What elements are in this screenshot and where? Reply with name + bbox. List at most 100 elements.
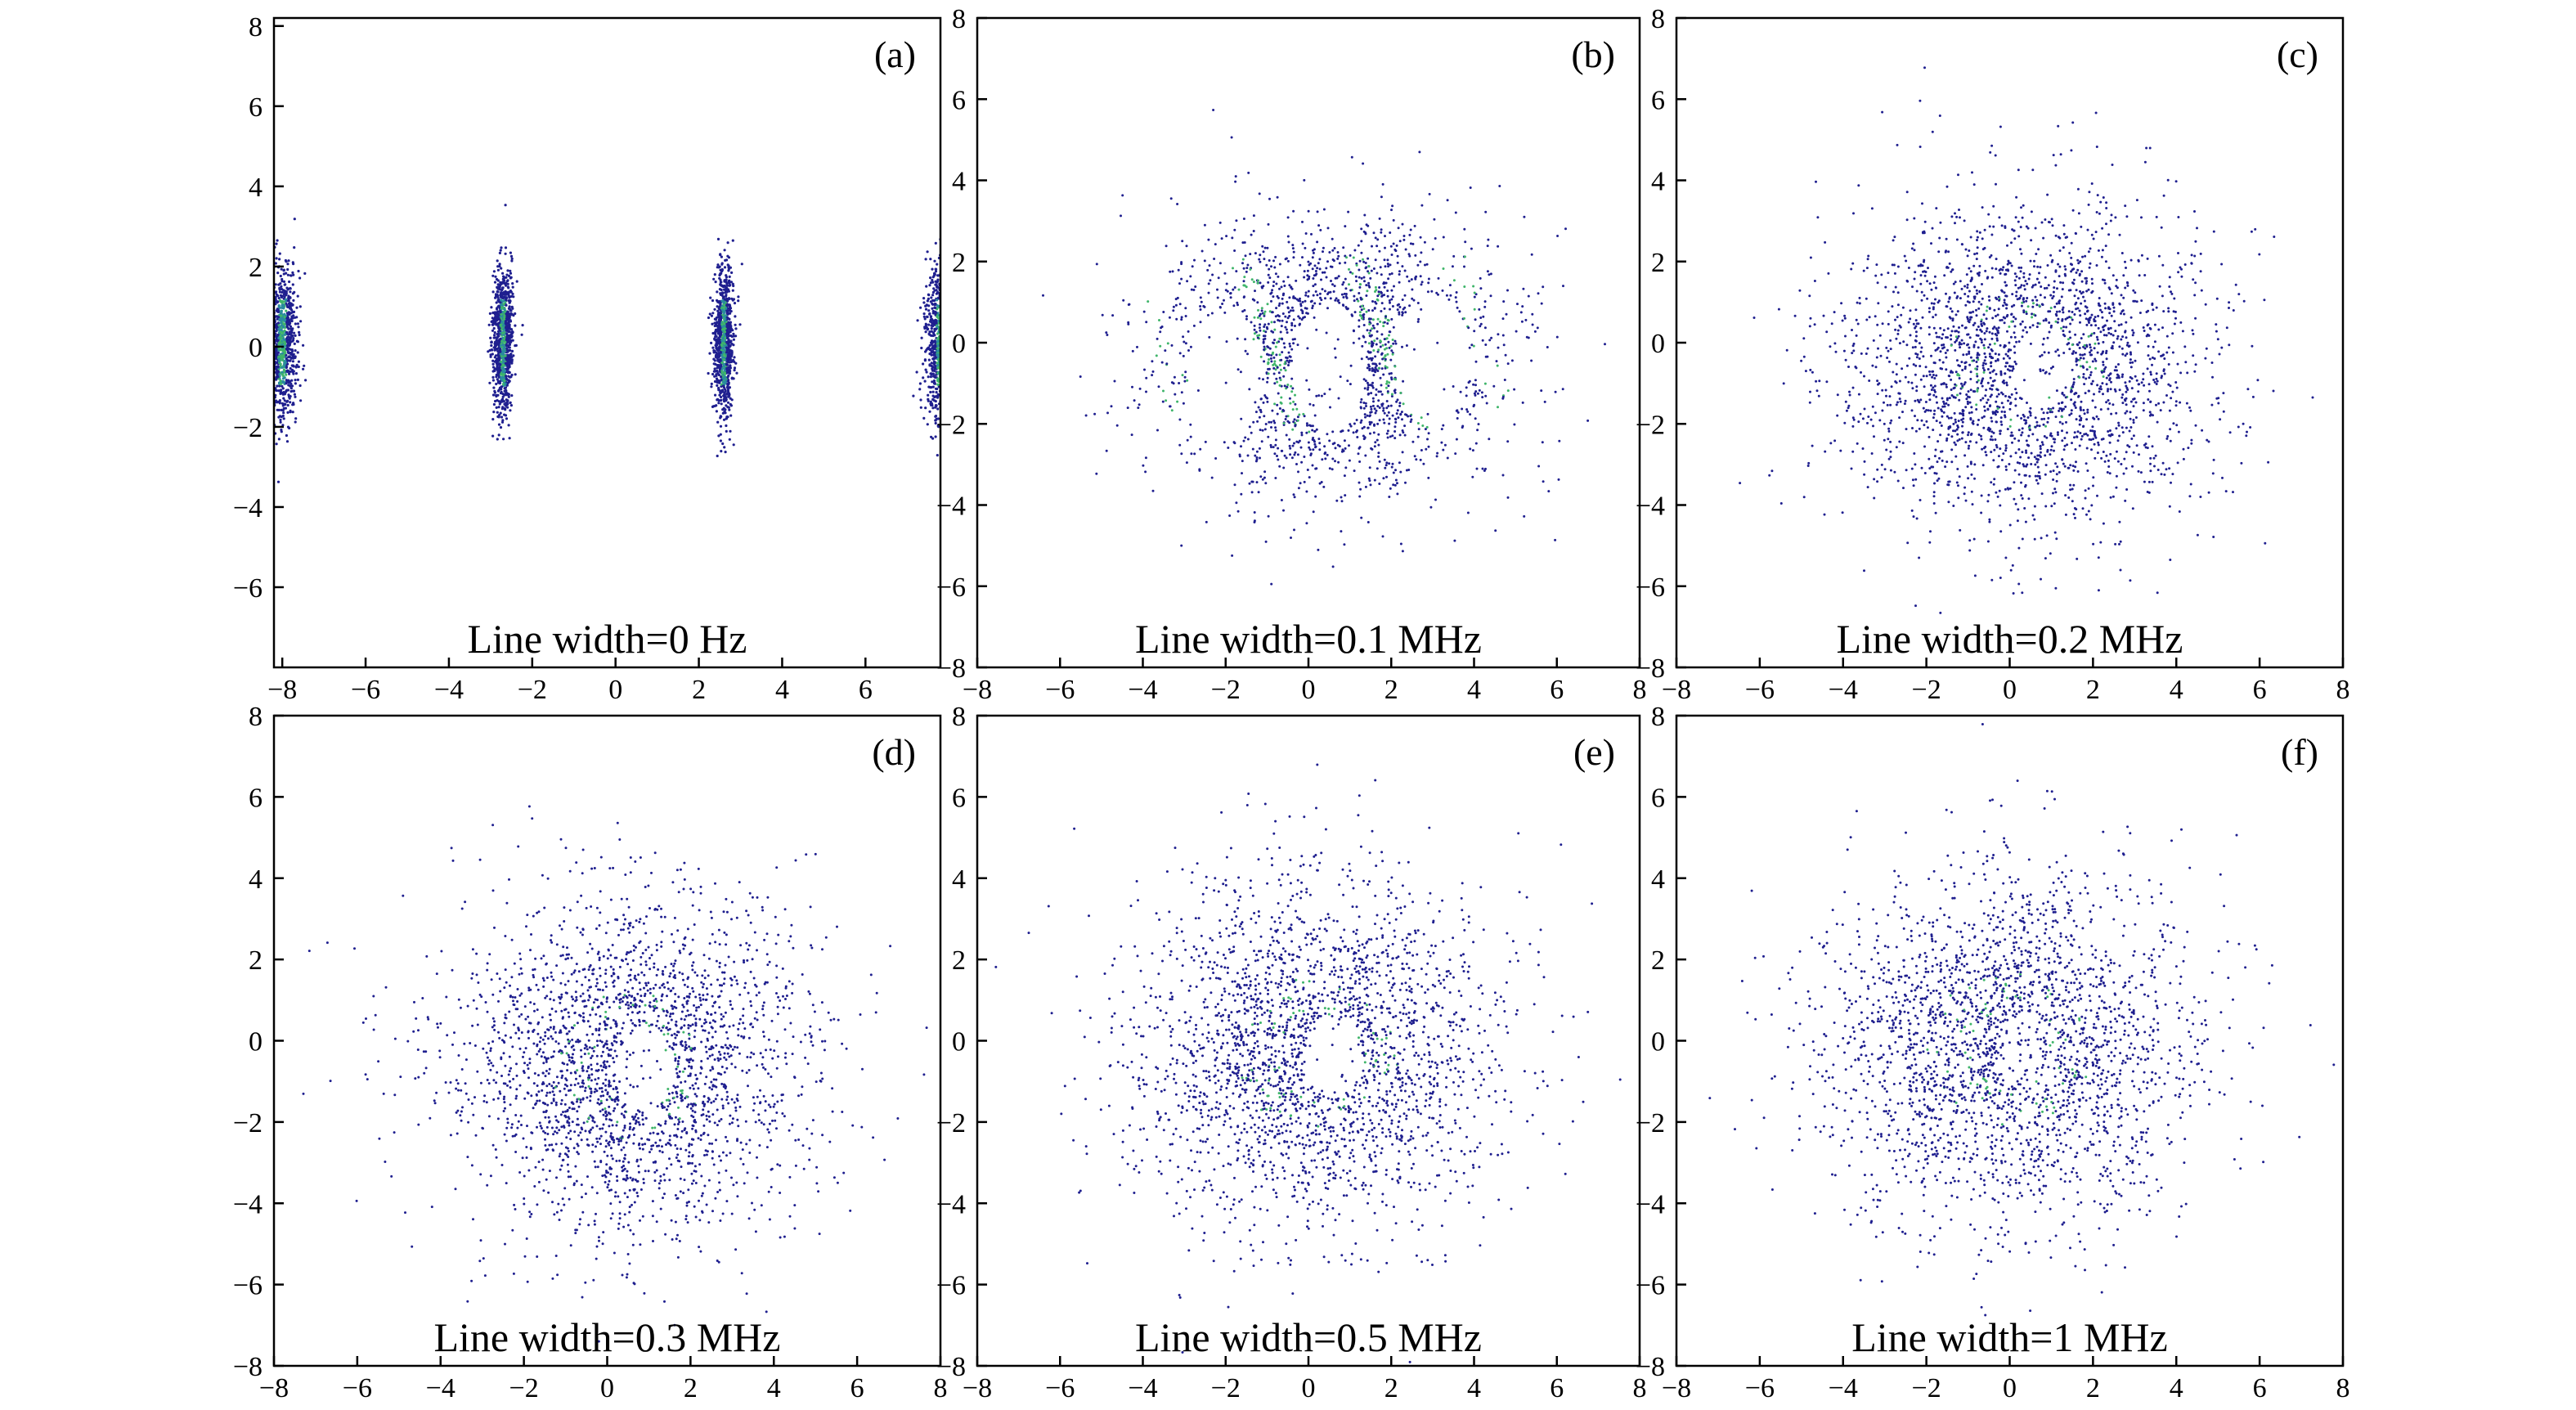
scatter-point — [943, 295, 945, 298]
scatter-point — [720, 315, 723, 318]
scatter-point — [1367, 284, 1371, 287]
scatter-point — [1292, 250, 1295, 254]
scatter-point — [1093, 412, 1097, 415]
scatter-point — [1285, 433, 1288, 437]
scatter-point — [717, 386, 720, 390]
scatter-point — [1254, 290, 1256, 293]
scatter-point — [722, 406, 725, 410]
scatter-point — [492, 402, 496, 406]
scatter-point — [1377, 290, 1380, 294]
scatter-point — [931, 307, 934, 310]
scatter-point — [1479, 317, 1483, 319]
scatter-point — [292, 310, 296, 313]
scatter-point — [289, 370, 292, 373]
scatter-point — [1228, 514, 1232, 517]
scatter-point — [266, 375, 268, 377]
scatter-point — [1339, 375, 1342, 379]
scatter-point — [1373, 445, 1376, 448]
scatter-point — [1393, 377, 1396, 380]
scatter-point — [715, 410, 719, 413]
scatter-point — [1349, 254, 1352, 257]
scatter-point — [1296, 419, 1299, 422]
scatter-point — [280, 309, 283, 312]
scatter-point — [941, 351, 944, 353]
scatter-point — [1387, 265, 1390, 268]
scatter-point — [1369, 432, 1371, 435]
scatter-point — [1240, 417, 1243, 420]
scatter-point — [1185, 461, 1188, 465]
scatter-point — [1272, 281, 1276, 284]
scatter-point — [946, 326, 949, 329]
scatter-point — [1386, 263, 1389, 266]
scatter-point — [501, 419, 505, 422]
scatter-point — [1323, 445, 1326, 448]
scatter-point — [726, 332, 730, 335]
scatter-point — [738, 323, 742, 326]
scatter-point — [1286, 276, 1290, 279]
scatter-point — [945, 308, 948, 310]
scatter-point — [1452, 385, 1455, 388]
scatter-point — [941, 319, 944, 321]
scatter-point — [1278, 263, 1281, 266]
scatter-point — [1275, 307, 1278, 310]
scatter-point — [725, 357, 729, 361]
scatter-point — [944, 351, 946, 353]
scatter-point — [500, 303, 503, 306]
scatter-point — [945, 337, 947, 339]
scatter-point — [942, 373, 945, 375]
scatter-point — [1314, 467, 1317, 470]
scatter-point — [1323, 271, 1326, 274]
scatter-point — [1497, 245, 1500, 248]
scatter-point — [285, 366, 289, 369]
scatter-point — [717, 316, 720, 319]
scatter-point — [298, 384, 302, 388]
scatter-point — [1270, 299, 1272, 303]
scatter-point — [1255, 458, 1259, 461]
scatter-point — [496, 290, 500, 294]
scatter-point — [281, 387, 285, 390]
scatter-point — [276, 239, 279, 242]
scatter-point — [1362, 335, 1365, 338]
scatter-point — [1562, 285, 1564, 288]
scatter-point — [1351, 272, 1354, 275]
scatter-point — [1316, 267, 1319, 270]
scatter-point — [1273, 360, 1277, 363]
scatter-point — [1474, 417, 1477, 420]
scatter-point — [1279, 379, 1282, 382]
scatter-point — [275, 327, 279, 330]
scatter-point — [502, 352, 505, 357]
scatter-point — [289, 338, 292, 341]
scatter-point — [1312, 510, 1315, 514]
scatter-point — [1183, 340, 1186, 344]
scatter-point — [948, 388, 950, 390]
scatter-point — [708, 312, 711, 316]
scatter-point — [505, 326, 508, 330]
scatter-point — [514, 312, 517, 316]
scatter-point — [1164, 349, 1167, 352]
scatter-point — [942, 375, 945, 377]
scatter-point — [727, 406, 730, 409]
scatter-point — [1115, 424, 1119, 427]
scatter-point — [942, 301, 945, 303]
scatter-point — [270, 357, 272, 360]
scatter-point — [1245, 270, 1248, 273]
scatter-point — [1352, 341, 1355, 344]
scatter-point — [1318, 482, 1322, 485]
scatter-point — [1349, 423, 1352, 426]
scatter-point — [289, 352, 292, 355]
scatter-point — [282, 300, 285, 303]
scatter-point — [1426, 290, 1429, 294]
scatter-point — [1084, 414, 1088, 417]
scatter-point — [1354, 275, 1358, 278]
scatter-point — [504, 414, 508, 417]
scatter-point — [1308, 388, 1311, 391]
scatter-point — [287, 347, 290, 350]
scatter-point — [943, 355, 945, 357]
scatter-point — [1191, 265, 1194, 268]
scatter-point — [948, 375, 950, 377]
scatter-point — [722, 362, 726, 366]
scatter-point — [1388, 299, 1391, 302]
scatter-point — [1323, 290, 1326, 293]
scatter-point — [277, 347, 280, 350]
scatter-point — [493, 281, 497, 284]
